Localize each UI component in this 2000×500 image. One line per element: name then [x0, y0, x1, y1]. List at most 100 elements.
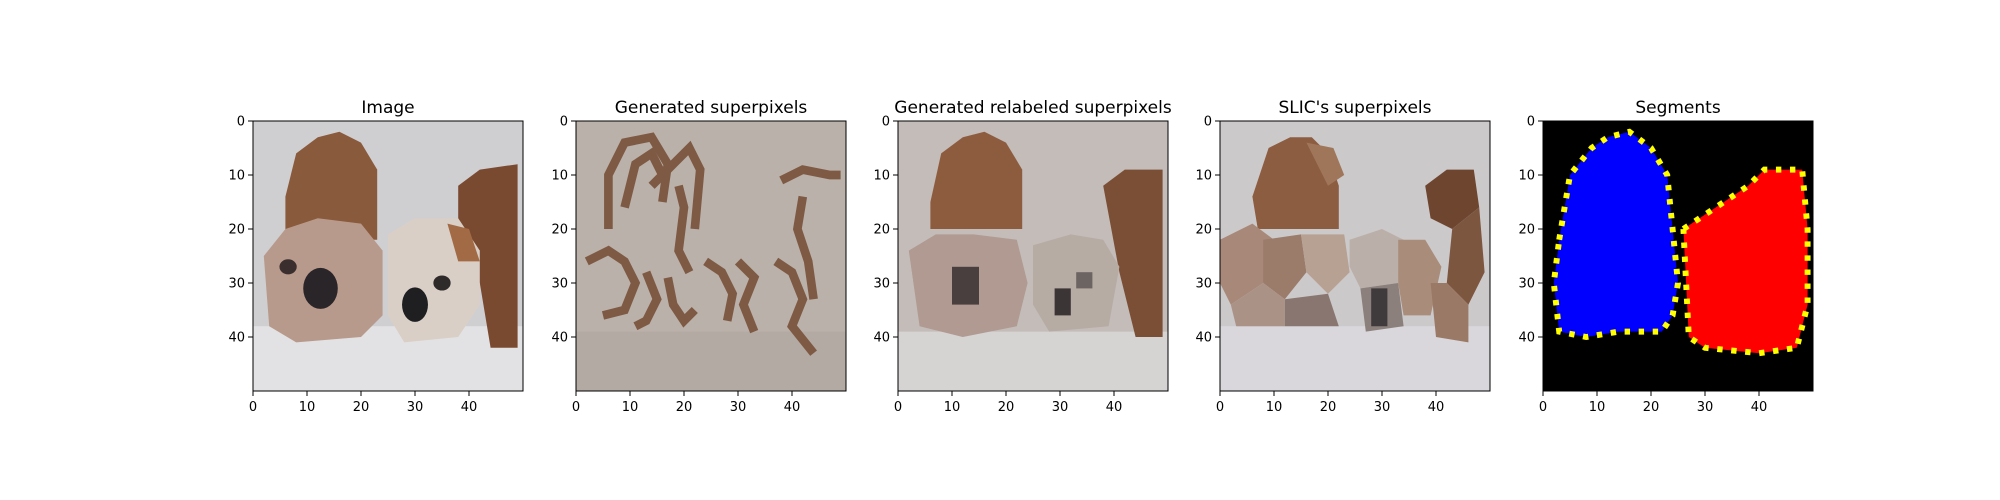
x-tick-label: 40: [1428, 400, 1445, 415]
y-tick-label: 30: [228, 277, 245, 292]
y-tick-label: 40: [228, 331, 245, 346]
y-tick-label: 20: [1518, 223, 1535, 238]
superpixel-boundary: [792, 195, 818, 300]
slic-superpixel: [1349, 229, 1404, 289]
y-tick-label: 20: [551, 223, 568, 238]
x-tick-label: 30: [1052, 400, 1069, 415]
x-tick-label: 10: [944, 400, 961, 415]
y-tick-label: 10: [873, 169, 890, 184]
y-tick-label: 30: [551, 277, 568, 292]
panel-title: Segments: [1635, 98, 1721, 118]
right-dog-eye: [433, 275, 451, 291]
x-tick-label: 0: [1539, 400, 1547, 415]
x-tick-label: 10: [1266, 400, 1283, 415]
x-tick-label: 0: [1216, 400, 1224, 415]
panel-title: Image: [361, 98, 414, 118]
relabeled-left-head: [930, 131, 1023, 229]
superpixel-boundary: [779, 165, 841, 185]
panel-image-slic-superpixels: [1220, 121, 1490, 391]
x-tick-label: 40: [1751, 400, 1768, 415]
slic-superpixel: [1301, 234, 1350, 294]
slic-superpixel: [1398, 239, 1442, 316]
axes-frame: [252, 120, 524, 392]
x-tick-label: 10: [1589, 400, 1606, 415]
y-tick-label: 0: [1527, 115, 1535, 130]
panel-generated-relabeled-superpixels: Generated relabeled superpixels 0 10 20 30 40…: [873, 98, 1171, 415]
y-tick-label: 30: [1518, 277, 1535, 292]
panel-title: SLIC's superpixels: [1278, 98, 1431, 118]
x-tick-label: 30: [1374, 400, 1391, 415]
left-dog-head: [285, 131, 378, 240]
panel-slic-superpixels: SLIC's superpixels 0 10 20 30 40 0 10 20 30 40: [1195, 98, 1491, 415]
y-tick-label: 40: [1518, 331, 1535, 346]
panel-image-segments: [1543, 121, 1813, 391]
x-tick-label: 30: [1697, 400, 1714, 415]
y-tick-label: 10: [1518, 169, 1535, 184]
x-tick-label: 0: [249, 400, 257, 415]
y-tick-label: 40: [551, 331, 568, 346]
y-tick-label: 10: [551, 169, 568, 184]
panel-segments: Segments 0 10 20 30 40 0 10 20 30 40: [1518, 98, 1814, 415]
y-tick-label: 20: [1195, 223, 1212, 238]
axes-frame: [897, 120, 1169, 392]
slic-superpixel: [1220, 223, 1274, 305]
y-tick-label: 10: [228, 169, 245, 184]
axes-frame: [1542, 120, 1814, 392]
y-tick-label: 20: [228, 223, 245, 238]
relabeled-left-nose: [952, 266, 979, 305]
superpixel-boundary: [620, 147, 667, 209]
x-tick-label: 0: [572, 400, 580, 415]
left-dog-nose: [303, 267, 338, 309]
x-tick-label: 20: [1643, 400, 1660, 415]
slic-superpixel: [1425, 169, 1480, 229]
superpixel-boundary: [584, 245, 641, 320]
right-dog-ear: [447, 223, 480, 262]
superpixel-boundary: [674, 184, 694, 275]
x-tick-label: 10: [622, 400, 639, 415]
slic-superpixel: [1284, 293, 1339, 327]
relabeled-floor: [898, 331, 1168, 391]
panel-image: Image 0 10 20 30 40 0 10 20 30 40: [228, 98, 524, 415]
x-tick-label: 20: [676, 400, 693, 415]
y-tick-label: 10: [1195, 169, 1212, 184]
slic-superpixel: [1371, 288, 1388, 327]
y-tick-label: 40: [1195, 331, 1212, 346]
axes-frame: [1219, 120, 1491, 392]
x-tick-label: 20: [353, 400, 370, 415]
x-tick-label: 30: [407, 400, 424, 415]
y-tick-label: 0: [237, 115, 245, 130]
superpixel-boundary: [734, 258, 760, 334]
panel-image-generated-superpixels: [576, 121, 846, 391]
y-tick-label: 30: [873, 277, 890, 292]
superpixel-boundary: [703, 257, 738, 322]
superpixel-boundary: [633, 270, 662, 331]
panel-image-image: [253, 121, 523, 391]
x-tick-label: 40: [784, 400, 801, 415]
y-tick-label: 30: [1195, 277, 1212, 292]
slic-superpixel: [1306, 142, 1345, 186]
segment-left-boundary: [1550, 128, 1681, 341]
panel-generated-superpixels: Generated superpixels 0 10 20 30 40 0 10 20 30 40: [551, 98, 847, 415]
segment-right-boundary: [1680, 166, 1811, 357]
x-tick-label: 10: [299, 400, 316, 415]
panel-title: Generated superpixels: [615, 98, 808, 118]
superpixel-boundary: [663, 276, 698, 328]
superpixel-boundary: [648, 140, 705, 230]
right-dog-nose: [402, 287, 428, 322]
relabeled-right-body: [1103, 169, 1163, 337]
panel-image-generated-relabeled-superpixels: [898, 121, 1168, 391]
x-tick-label: 40: [461, 400, 478, 415]
x-tick-label: 40: [1106, 400, 1123, 415]
left-dog-eye: [279, 259, 297, 275]
slic-superpixel: [1446, 207, 1485, 305]
segment-right: [1683, 169, 1808, 354]
y-tick-label: 40: [873, 331, 890, 346]
relabeled-right-nose: [1054, 288, 1071, 316]
relabeled-right-eye: [1076, 272, 1093, 289]
x-tick-label: 30: [730, 400, 747, 415]
slic-superpixel: [1230, 283, 1285, 327]
y-tick-label: 0: [1204, 115, 1212, 130]
panel-title: Generated relabeled superpixels: [894, 98, 1172, 118]
x-tick-label: 20: [998, 400, 1015, 415]
